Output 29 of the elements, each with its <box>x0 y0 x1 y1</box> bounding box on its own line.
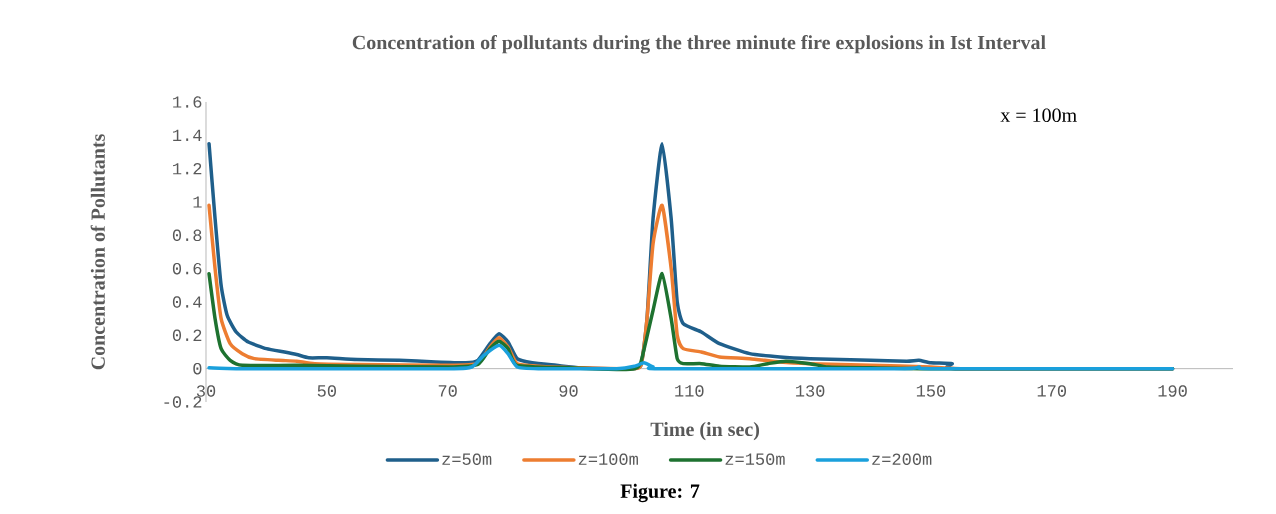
line-series <box>207 343 1175 371</box>
y-tick-label: -0.2 <box>164 396 202 408</box>
legend-label: z=100m <box>578 453 638 465</box>
y-tick-label: 1 <box>193 196 202 208</box>
y-tick-label: 1.6 <box>173 96 202 108</box>
x-tick-label: 90 <box>559 385 578 397</box>
x-tick-label: 110 <box>675 385 704 397</box>
x-tick-label: 150 <box>916 385 946 397</box>
chart-title: Concentration of pollutants during the three minute fire explosions in Ist Interval <box>352 34 1046 54</box>
x-axis-title: Time (in sec) <box>650 422 760 441</box>
x-tick-label: 170 <box>1037 385 1067 397</box>
y-tick-label: 0.6 <box>172 262 202 275</box>
text: Figure: 7 <box>620 483 700 503</box>
y-tick-label: 0 <box>193 362 202 375</box>
legend-label: z=50m <box>442 453 492 465</box>
legend-label: z=200m <box>872 453 932 465</box>
y-axis-title: Concentration of Pollutants <box>90 134 105 370</box>
x-tick-label: 50 <box>317 385 336 397</box>
annotation: x = 100m <box>1000 108 1077 123</box>
y-tick-label: 0.2 <box>172 329 202 342</box>
y-tick-label: 0.4 <box>172 296 202 308</box>
x-tick-label: 190 <box>1158 385 1187 397</box>
x-tick-label: 130 <box>796 385 825 397</box>
y-tick-label: 1.2 <box>173 162 202 175</box>
y-tick-label: 0.8 <box>172 229 202 242</box>
y-tick-label: 1.4 <box>173 129 202 141</box>
x-tick-label: 70 <box>438 385 457 397</box>
legend-label: z=150m <box>725 453 785 465</box>
x-tick-label: 30 <box>196 385 216 397</box>
